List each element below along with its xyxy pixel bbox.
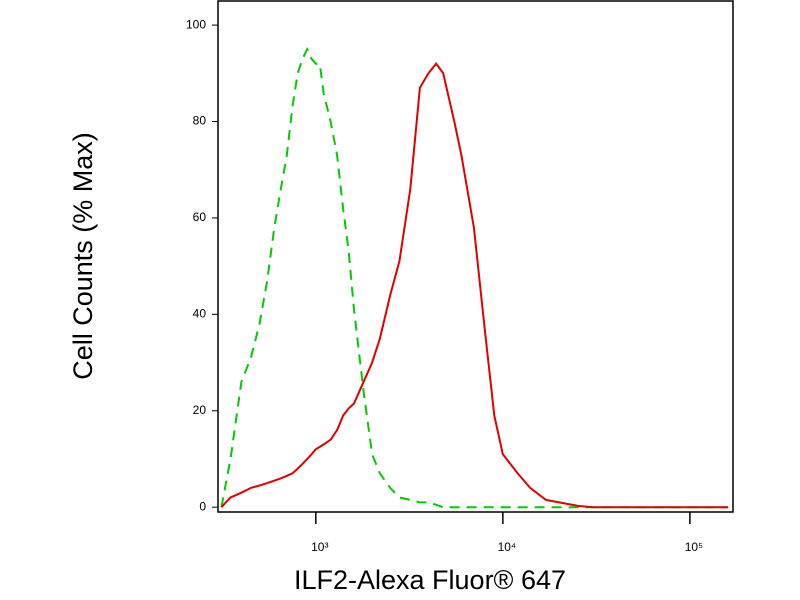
series-line [220,62,729,509]
x-axis-title: ILF2-Alexa Fluor® 647 [294,565,566,595]
y-tick-label: 80 [193,114,207,128]
y-tick-label: 100 [186,17,206,31]
x-tick-label: 10⁴ [498,540,517,554]
y-tick-label: 60 [193,210,207,224]
x-tick-label: 10⁵ [685,540,703,554]
x-tick-label: 10³ [311,540,328,554]
plot-frame [217,0,734,513]
y-tick-label: 40 [193,307,207,321]
y-axis-title: Cell Counts (% Max) [68,132,98,380]
series-line [220,46,729,509]
y-tick-label: 0 [199,499,206,513]
y-tick-label: 20 [193,403,207,417]
